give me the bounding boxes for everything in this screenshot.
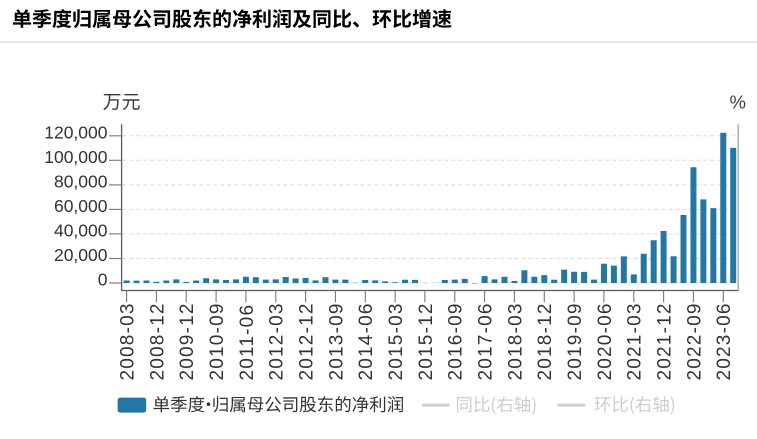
svg-text:0: 0 bbox=[98, 270, 108, 290]
svg-text:2015-12: 2015-12 bbox=[416, 302, 437, 380]
svg-text:2008-12: 2008-12 bbox=[147, 302, 168, 380]
svg-text:2010-09: 2010-09 bbox=[207, 302, 228, 380]
svg-text:2017-06: 2017-06 bbox=[476, 302, 497, 380]
svg-text:2021-03: 2021-03 bbox=[625, 302, 646, 380]
svg-text:2018-12: 2018-12 bbox=[535, 302, 556, 380]
svg-text:40,000: 40,000 bbox=[54, 220, 108, 240]
svg-text:2008-03: 2008-03 bbox=[118, 302, 139, 380]
svg-text:20,000: 20,000 bbox=[54, 245, 108, 265]
svg-text:2015-03: 2015-03 bbox=[386, 302, 407, 380]
svg-text:2012-03: 2012-03 bbox=[267, 302, 288, 380]
svg-text:2019-09: 2019-09 bbox=[565, 302, 586, 380]
svg-text:80,000: 80,000 bbox=[54, 171, 108, 191]
svg-text:2009-12: 2009-12 bbox=[177, 302, 198, 380]
svg-text:120,000: 120,000 bbox=[44, 122, 108, 142]
svg-text:2013-09: 2013-09 bbox=[326, 302, 347, 380]
svg-text:%: % bbox=[730, 92, 746, 113]
svg-text:2021-12: 2021-12 bbox=[655, 302, 676, 380]
svg-text:2020-06: 2020-06 bbox=[595, 302, 616, 380]
svg-text:2016-09: 2016-09 bbox=[446, 302, 467, 380]
svg-text:60,000: 60,000 bbox=[54, 196, 108, 216]
svg-text:2012-12: 2012-12 bbox=[297, 302, 318, 380]
svg-text:100,000: 100,000 bbox=[44, 147, 108, 167]
svg-text:2014-06: 2014-06 bbox=[356, 302, 377, 380]
svg-text:2022-09: 2022-09 bbox=[684, 302, 705, 380]
svg-text:2018-03: 2018-03 bbox=[505, 302, 526, 380]
svg-text:2011-06: 2011-06 bbox=[237, 304, 258, 381]
svg-text:2023-06: 2023-06 bbox=[714, 302, 735, 380]
